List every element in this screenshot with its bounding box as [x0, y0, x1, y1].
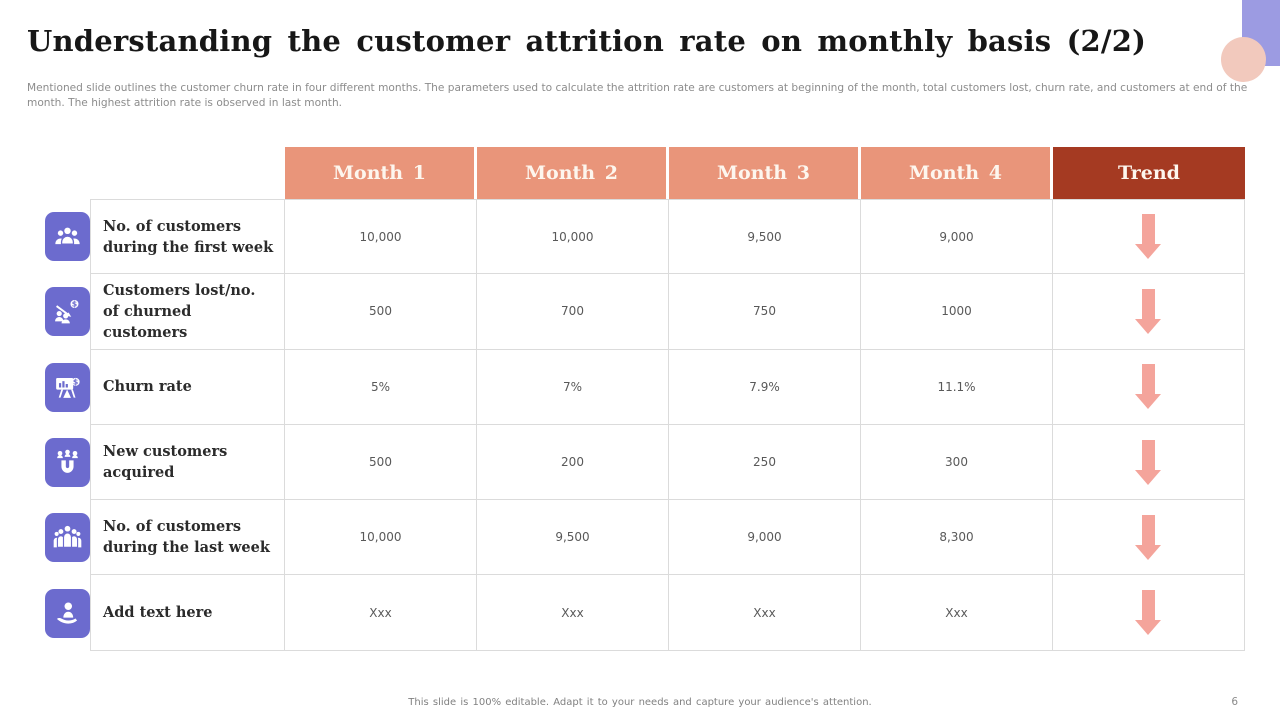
- cell-new-customers-acquired-month-4: 300: [861, 424, 1053, 501]
- row-label-churn-rate: Churn rate: [90, 349, 285, 425]
- trend-cell-churn-rate: [1053, 349, 1245, 425]
- cell-no-of-customers-during-the-last-week-month-3: 9,000: [669, 500, 861, 576]
- decor-pink-circle: [1221, 37, 1266, 82]
- trend-cell-no-of-customers-during-the-first-week: [1053, 199, 1245, 275]
- svg-text:$: $: [72, 300, 77, 309]
- attrition-table: Month 1 Month 2 Month 3 Month 4 Trend No. of …: [45, 147, 1245, 651]
- cell-new-customers-acquired-month-2: 200: [477, 424, 669, 501]
- cell-no-of-customers-during-the-last-week-month-4: 8,300: [861, 500, 1053, 576]
- footer-note: This slide is 100% editable. Adapt it to…: [408, 697, 872, 708]
- hand-person-icon: [45, 588, 90, 638]
- trend-cell-no-of-customers-during-the-last-week: [1053, 500, 1245, 576]
- cell-add-text-here-month-2: Xxx: [477, 575, 669, 651]
- cell-no-of-customers-during-the-last-week-month-2: 9,500: [477, 500, 669, 576]
- trend-down-arrow-icon: [1135, 214, 1161, 260]
- column-header-month-4: Month 4: [861, 147, 1053, 199]
- row-label-add-text-here: Add text here: [90, 575, 285, 651]
- trend-down-arrow-icon: [1135, 439, 1161, 485]
- trend-cell-new-customers-acquired: [1053, 424, 1245, 501]
- trend-down-arrow-icon: [1135, 288, 1161, 334]
- trend-down-arrow-icon: [1135, 364, 1161, 410]
- cell-churn-rate-month-1: 5%: [285, 349, 477, 425]
- cell-new-customers-acquired-month-1: 500: [285, 424, 477, 501]
- row-icon-cell: $: [45, 274, 90, 349]
- cell-add-text-here-month-3: Xxx: [669, 575, 861, 651]
- row-label-new-customers-acquired: New customers acquired: [90, 424, 285, 501]
- cell-no-of-customers-during-the-first-week-month-1: 10,000: [285, 199, 477, 275]
- column-header-trend: Trend: [1053, 147, 1245, 199]
- header-label-spacer: [90, 147, 285, 199]
- trend-cell-add-text-here: [1053, 575, 1245, 651]
- row-label-no-of-customers-during-the-last-week: No. of customers during the last week: [90, 500, 285, 576]
- cell-no-of-customers-during-the-first-week-month-3: 9,500: [669, 199, 861, 275]
- cell-no-of-customers-during-the-first-week-month-2: 10,000: [477, 199, 669, 275]
- trend-cell-customers-lost-no-of-churned-customers: [1053, 274, 1245, 350]
- column-header-month-2: Month 2: [477, 147, 669, 199]
- cell-churn-rate-month-3: 7.9%: [669, 349, 861, 425]
- row-icon-cell: [45, 575, 90, 650]
- row-label-customers-lost-no-of-churned-customers: Customers lost/no. of churned customers: [90, 274, 285, 350]
- column-header-month-1: Month 1: [285, 147, 477, 199]
- cell-customers-lost-no-of-churned-customers-month-4: 1000: [861, 274, 1053, 350]
- cell-customers-lost-no-of-churned-customers-month-2: 700: [477, 274, 669, 350]
- cell-churn-rate-month-4: 11.1%: [861, 349, 1053, 425]
- row-icon-cell: [45, 199, 90, 274]
- cell-churn-rate-month-2: 7%: [477, 349, 669, 425]
- trend-down-arrow-icon: [1135, 590, 1161, 636]
- cell-add-text-here-month-4: Xxx: [861, 575, 1053, 651]
- header-icon-spacer: [45, 147, 90, 199]
- cell-no-of-customers-during-the-last-week-month-1: 10,000: [285, 500, 477, 576]
- svg-text:$: $: [73, 377, 78, 386]
- slide-title: Understanding the customer attrition rat…: [27, 24, 1147, 58]
- slide-subtitle: Mentioned slide outlines the customer ch…: [27, 82, 1248, 109]
- row-icon-cell: [45, 500, 90, 575]
- page-number: 6: [1231, 696, 1238, 708]
- cell-customers-lost-no-of-churned-customers-month-3: 750: [669, 274, 861, 350]
- cell-new-customers-acquired-month-3: 250: [669, 424, 861, 501]
- cell-add-text-here-month-1: Xxx: [285, 575, 477, 651]
- customers-group-icon: [45, 212, 90, 262]
- row-label-no-of-customers-during-the-first-week: No. of customers during the first week: [90, 199, 285, 275]
- column-header-month-3: Month 3: [669, 147, 861, 199]
- row-icon-cell: $: [45, 350, 90, 425]
- churn-rate-chart-icon: $: [45, 362, 90, 412]
- customers-crowd-icon: [45, 513, 90, 563]
- customer-loss-icon: $: [45, 287, 90, 337]
- cell-customers-lost-no-of-churned-customers-month-1: 500: [285, 274, 477, 350]
- cell-no-of-customers-during-the-first-week-month-4: 9,000: [861, 199, 1053, 275]
- trend-down-arrow-icon: [1135, 514, 1161, 560]
- row-icon-cell: [45, 425, 90, 500]
- customer-magnet-icon: [45, 438, 90, 488]
